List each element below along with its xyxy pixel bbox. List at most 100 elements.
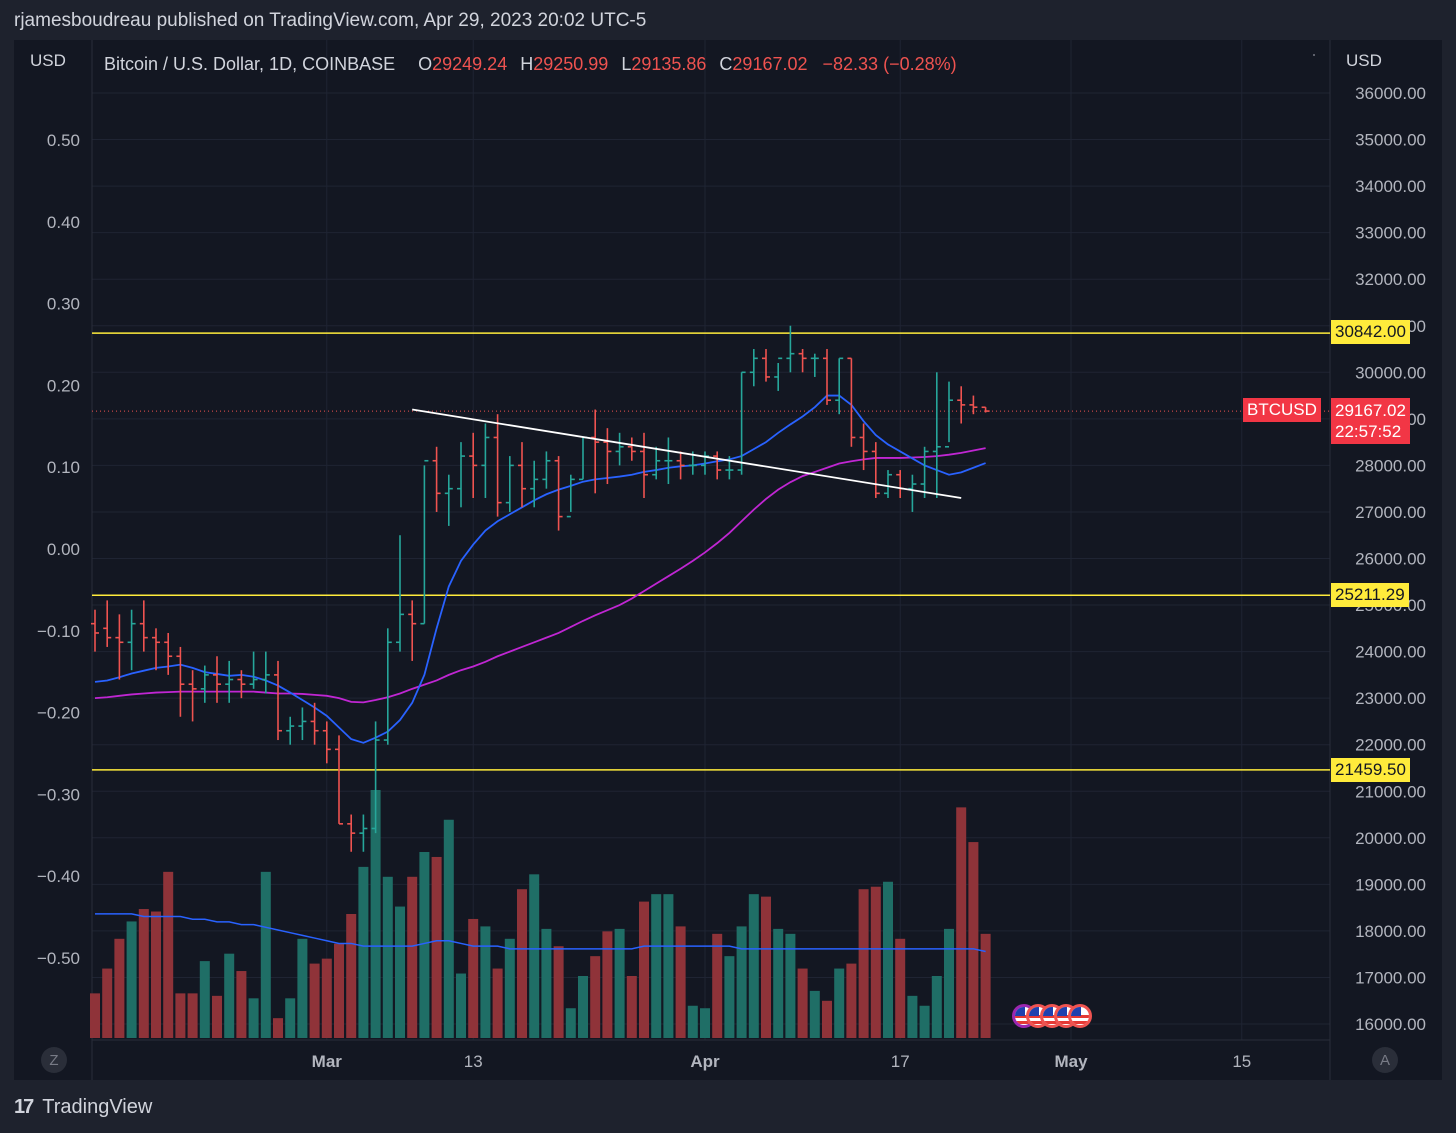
ohlc-bar	[127, 609, 136, 671]
ohlc-bar	[652, 446, 661, 480]
volume-bar	[90, 993, 100, 1038]
right-axis-tick-label: 27000.00	[1355, 503, 1426, 522]
ohlc-bar	[518, 442, 526, 508]
left-axis-currency: USD	[30, 51, 66, 70]
ohlc-bar	[859, 423, 868, 471]
volume-bar	[895, 938, 906, 1038]
ohlc-bar	[762, 349, 770, 382]
volume-bar	[504, 938, 515, 1038]
volume-bar	[334, 943, 344, 1038]
right-axis-tick-label: 33000.00	[1355, 224, 1426, 243]
ohlc-legend: Bitcoin / U.S. Dollar, 1D, COINBASE O292…	[104, 54, 957, 75]
right-axis-tick-label: 20000.00	[1355, 829, 1426, 848]
volume-bar	[297, 938, 308, 1038]
open-value: 29249.24	[432, 54, 508, 74]
volume-bar	[431, 856, 442, 1038]
ohlc-bar	[835, 357, 844, 415]
volume-bar	[956, 807, 967, 1038]
ohlc-bar	[225, 660, 234, 703]
right-axis-tick-label: 17000.00	[1355, 968, 1426, 987]
volume-bar	[931, 976, 942, 1038]
last-price-tag: 29167.02 22:57:52	[1331, 398, 1410, 444]
right-axis-tick-label: 30000.00	[1355, 363, 1426, 382]
volume-bar	[370, 790, 381, 1038]
ohlc-bar	[322, 721, 331, 764]
volume-bar	[907, 995, 918, 1038]
volume-bar	[785, 933, 796, 1038]
time-axis-label: Mar	[312, 1052, 343, 1071]
last-price-value: 29167.02	[1335, 401, 1406, 420]
volume-bar	[700, 1008, 710, 1038]
right-axis-tick-label: 24000.00	[1355, 643, 1426, 662]
ohlc-bar	[335, 735, 343, 825]
volume-bar	[883, 881, 893, 1038]
ohlc-bar	[542, 451, 551, 489]
high-value: 29250.99	[533, 54, 609, 74]
zoom-button[interactable]: Z	[41, 1047, 67, 1073]
left-axis-tick-label: 0.00	[47, 540, 80, 559]
ohlc-bar	[213, 656, 221, 703]
symbol-description[interactable]: Bitcoin / U.S. Dollar, 1D, COINBASE	[104, 54, 396, 74]
volume-bar	[834, 968, 845, 1038]
ohlc-bar	[566, 474, 575, 518]
ohlc-bar	[139, 600, 148, 652]
volume-bar	[199, 961, 210, 1038]
volume-bar	[663, 894, 674, 1038]
volume-bar	[773, 928, 784, 1038]
left-axis-tick-label: 0.40	[47, 213, 80, 232]
volume-bar	[822, 1000, 832, 1038]
volume-bar	[553, 946, 564, 1038]
ohlc-bar	[383, 628, 392, 745]
time-axis-label: 15	[1232, 1052, 1251, 1071]
ohlc-bar	[408, 600, 417, 661]
volume-bar	[114, 938, 125, 1038]
left-axis-tick-label: −0.40	[37, 867, 80, 886]
volume-bar	[736, 926, 747, 1038]
right-axis-tick-label: 22000.00	[1355, 736, 1426, 755]
left-axis-tick-label: 0.30	[47, 295, 80, 314]
ohlc-bar	[749, 349, 758, 387]
ohlc-bar	[469, 432, 478, 498]
ohlc-bar	[457, 442, 465, 508]
economic-events[interactable]	[1012, 1004, 1092, 1028]
volume-bar	[395, 906, 405, 1038]
volume-bar	[797, 968, 808, 1038]
volume-bar	[236, 971, 247, 1038]
ohlc-bar	[713, 451, 722, 480]
volume-bar	[382, 876, 393, 1038]
ohlc-bar	[274, 660, 282, 741]
fast-ma-line	[94, 394, 986, 744]
volume-bar	[480, 926, 491, 1038]
ohlc-bar	[884, 470, 892, 498]
close-value: 29167.02	[732, 54, 808, 74]
ohlc-bar	[505, 456, 514, 512]
volume-bar	[809, 990, 820, 1038]
auto-scale-button[interactable]: A	[1372, 1047, 1398, 1073]
volume-bar	[687, 1005, 698, 1038]
volume-bar	[712, 933, 723, 1038]
ohlc-bar	[493, 414, 502, 517]
volume-bar	[138, 909, 149, 1038]
left-axis-tick-label: 0.20	[47, 376, 80, 395]
trendline	[412, 408, 962, 499]
volume-bar	[102, 968, 113, 1038]
right-axis-tick-label: 23000.00	[1355, 689, 1426, 708]
right-axis-tick-label: 21000.00	[1355, 782, 1426, 801]
volume-bar	[870, 886, 881, 1038]
volume-bar	[626, 976, 637, 1038]
ohlc-bar	[823, 349, 831, 405]
volume-bar	[675, 926, 686, 1038]
ohlc-bar	[396, 535, 404, 652]
left-axis-tick-label: 0.10	[47, 458, 80, 477]
volume-bar	[260, 871, 271, 1038]
us-flag-icon[interactable]	[1068, 1004, 1092, 1028]
volume-bar	[346, 914, 357, 1038]
right-axis-currency: USD	[1346, 51, 1382, 70]
volume-bar	[590, 956, 601, 1038]
volume-bar	[456, 973, 466, 1038]
ohlc-bar	[347, 814, 356, 852]
volume-bar	[358, 866, 369, 1038]
time-axis-label: 17	[891, 1052, 910, 1071]
volume-bar	[968, 842, 979, 1038]
